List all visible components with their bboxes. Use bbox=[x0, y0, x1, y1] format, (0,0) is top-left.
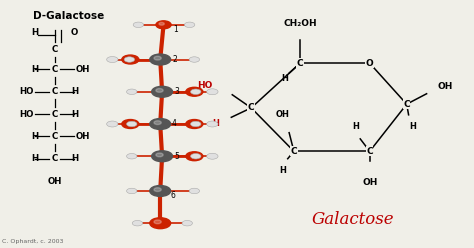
Circle shape bbox=[150, 54, 171, 65]
Text: D-Galactose: D-Galactose bbox=[33, 11, 104, 21]
Text: H: H bbox=[71, 154, 78, 163]
Text: CH₂OH: CH₂OH bbox=[283, 19, 317, 28]
Circle shape bbox=[152, 151, 173, 162]
Text: O: O bbox=[71, 28, 78, 37]
Circle shape bbox=[156, 89, 163, 92]
Circle shape bbox=[186, 152, 203, 161]
Circle shape bbox=[150, 218, 171, 229]
Text: H: H bbox=[212, 120, 219, 128]
Text: H: H bbox=[31, 65, 38, 74]
Circle shape bbox=[191, 89, 201, 94]
Text: H: H bbox=[280, 166, 286, 175]
Text: OH: OH bbox=[76, 65, 90, 74]
Text: C: C bbox=[51, 45, 58, 54]
Circle shape bbox=[154, 188, 161, 191]
Circle shape bbox=[122, 55, 139, 64]
Text: C. Ophardt, c. 2003: C. Ophardt, c. 2003 bbox=[2, 239, 64, 244]
Text: C: C bbox=[248, 103, 255, 112]
Text: H: H bbox=[31, 132, 38, 141]
Text: H: H bbox=[281, 74, 288, 83]
Text: H: H bbox=[71, 87, 78, 96]
Text: 5: 5 bbox=[174, 152, 179, 161]
Text: C: C bbox=[51, 65, 58, 74]
Circle shape bbox=[124, 57, 135, 62]
Circle shape bbox=[127, 89, 137, 94]
Circle shape bbox=[159, 22, 164, 25]
Circle shape bbox=[191, 154, 201, 159]
Circle shape bbox=[107, 57, 118, 62]
Text: H: H bbox=[31, 28, 38, 37]
Text: HO: HO bbox=[19, 110, 33, 119]
Circle shape bbox=[207, 121, 218, 127]
Circle shape bbox=[184, 22, 195, 28]
Circle shape bbox=[154, 121, 161, 124]
Text: C: C bbox=[291, 147, 297, 156]
Circle shape bbox=[132, 220, 143, 226]
Text: H: H bbox=[71, 110, 78, 119]
Text: 3: 3 bbox=[174, 87, 179, 96]
Circle shape bbox=[189, 57, 200, 62]
Circle shape bbox=[122, 120, 139, 128]
Text: OH: OH bbox=[76, 132, 90, 141]
Circle shape bbox=[150, 186, 171, 196]
Text: O: O bbox=[366, 59, 374, 68]
Text: 2: 2 bbox=[172, 55, 177, 64]
Text: C: C bbox=[297, 59, 303, 68]
Circle shape bbox=[207, 89, 218, 95]
Text: HO: HO bbox=[197, 81, 212, 90]
Circle shape bbox=[107, 121, 118, 127]
Circle shape bbox=[189, 188, 200, 194]
Circle shape bbox=[154, 220, 161, 224]
Circle shape bbox=[152, 86, 173, 97]
Text: 4: 4 bbox=[172, 120, 177, 128]
Circle shape bbox=[182, 220, 192, 226]
Text: C: C bbox=[51, 87, 58, 96]
Circle shape bbox=[127, 121, 137, 127]
Text: C: C bbox=[403, 100, 410, 109]
Text: OH: OH bbox=[275, 110, 290, 119]
Text: C: C bbox=[51, 110, 58, 119]
Text: 6: 6 bbox=[171, 191, 175, 200]
Text: C: C bbox=[51, 154, 58, 163]
Circle shape bbox=[156, 21, 171, 29]
Circle shape bbox=[156, 153, 163, 157]
Circle shape bbox=[186, 87, 203, 96]
Circle shape bbox=[186, 120, 203, 128]
Text: C: C bbox=[51, 132, 58, 141]
Circle shape bbox=[150, 119, 171, 129]
Circle shape bbox=[127, 154, 137, 159]
Circle shape bbox=[133, 22, 144, 28]
Text: OH: OH bbox=[362, 178, 377, 187]
Circle shape bbox=[207, 153, 218, 159]
Text: H: H bbox=[31, 154, 38, 163]
Text: OH: OH bbox=[438, 82, 453, 91]
Text: HO: HO bbox=[19, 87, 33, 96]
Text: H: H bbox=[352, 123, 359, 131]
Text: OH: OH bbox=[47, 177, 62, 186]
Circle shape bbox=[154, 56, 161, 60]
Text: C: C bbox=[366, 147, 373, 156]
Text: Galactose: Galactose bbox=[312, 211, 394, 228]
Text: H: H bbox=[409, 123, 416, 131]
Text: 1: 1 bbox=[173, 25, 178, 34]
Circle shape bbox=[127, 188, 137, 194]
Circle shape bbox=[191, 121, 201, 127]
